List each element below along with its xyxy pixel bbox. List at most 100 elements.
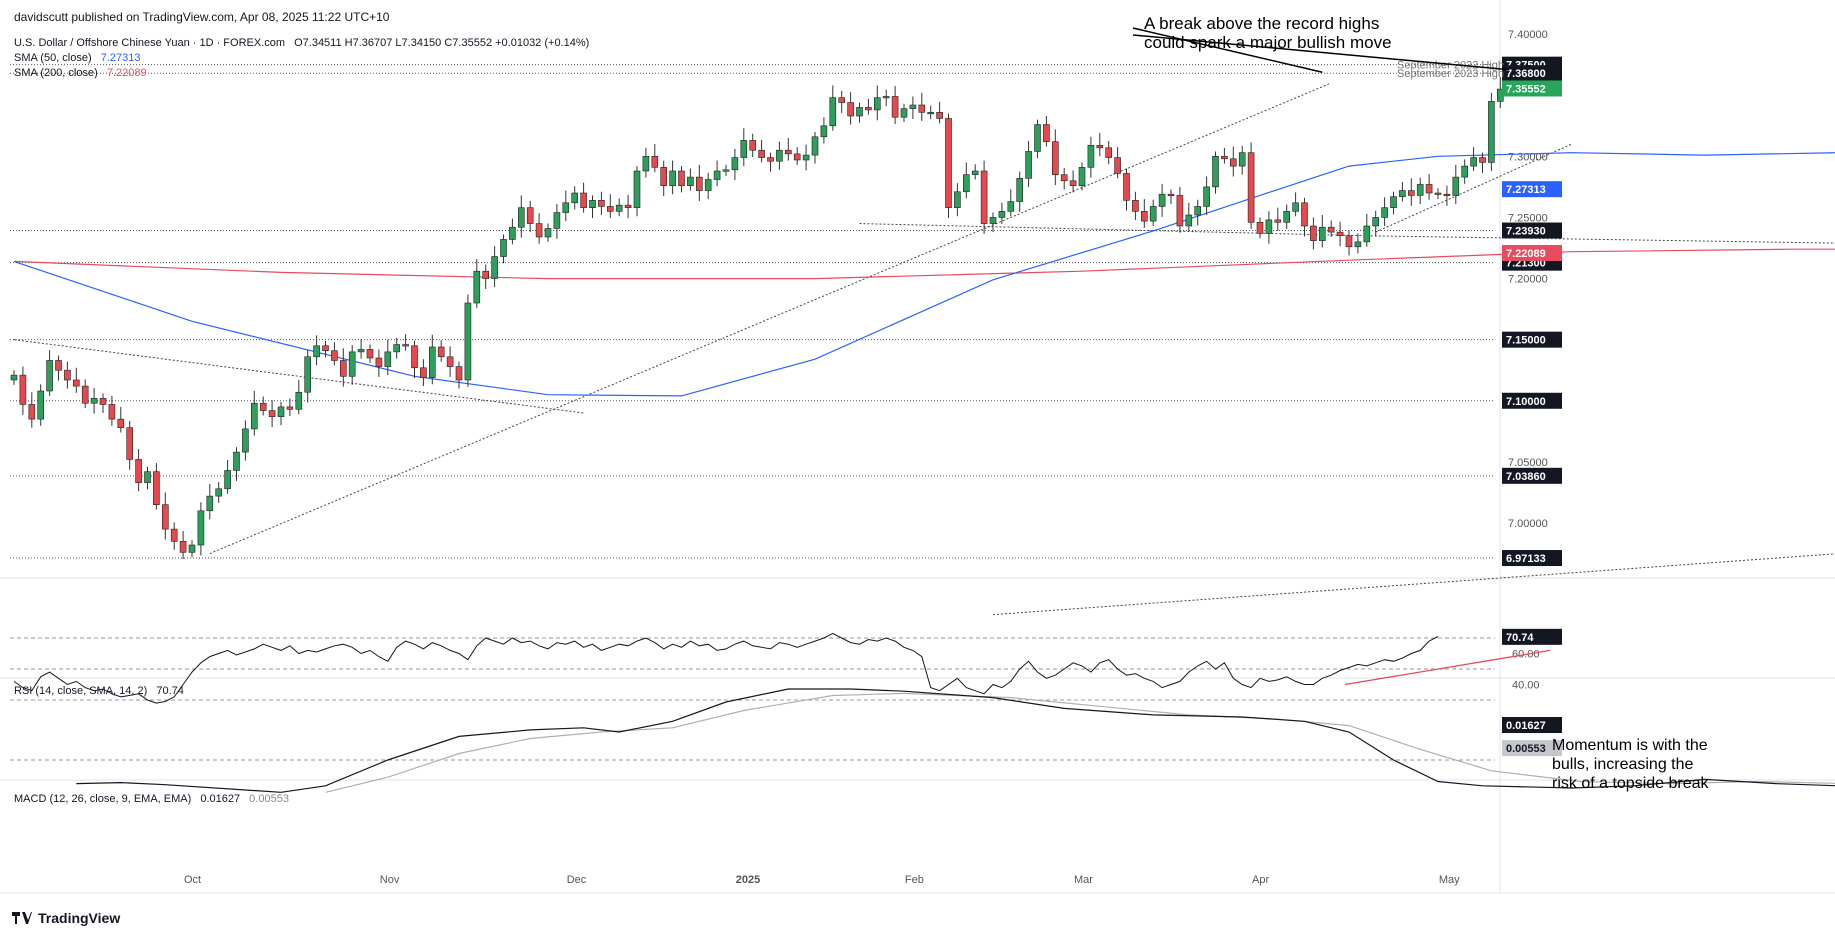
candle — [989, 217, 997, 224]
candle — [1399, 190, 1406, 197]
candle — [1434, 192, 1442, 195]
candle — [971, 170, 979, 175]
candle — [562, 202, 570, 213]
trendline — [992, 553, 1835, 616]
candle — [1301, 202, 1308, 227]
rsi-tick-label: 40.00 — [1512, 680, 1540, 692]
candle — [571, 192, 579, 204]
candle — [1069, 180, 1077, 186]
annotation-arrow — [1132, 34, 1510, 71]
candle — [224, 470, 231, 490]
candle — [1123, 173, 1130, 201]
footer-brand-text: TradingView — [38, 910, 121, 926]
price-tag-label: 7.03860 — [1506, 471, 1546, 483]
candle — [411, 345, 418, 369]
level-text-label: September 2023 High — [1397, 68, 1504, 80]
candle — [1078, 167, 1086, 186]
candle — [517, 207, 525, 228]
candle — [793, 153, 801, 161]
candle — [1238, 152, 1246, 167]
candle — [126, 427, 133, 460]
candle — [1416, 184, 1424, 196]
price-tag — [1502, 467, 1562, 484]
candle — [1034, 124, 1041, 152]
candle — [776, 149, 783, 162]
candle — [1372, 217, 1379, 227]
candle — [820, 125, 828, 138]
price-tag-label: 7.15000 — [1506, 335, 1546, 347]
candle — [420, 367, 427, 378]
candle — [856, 107, 863, 117]
candle — [642, 156, 650, 172]
candle — [1176, 195, 1184, 227]
time-axis-label: Feb — [905, 874, 924, 886]
candle — [473, 270, 481, 304]
symbol-legend: U.S. Dollar / Offshore Chinese Yuan · 1D… — [14, 37, 589, 49]
candle — [357, 349, 365, 353]
candle — [847, 102, 854, 117]
candle — [1167, 193, 1175, 197]
candle — [651, 156, 659, 168]
candle — [873, 97, 881, 111]
candle — [491, 256, 498, 279]
candle — [669, 170, 676, 186]
candle — [331, 350, 338, 361]
time-axis-label: Mar — [1074, 874, 1093, 886]
candle — [606, 206, 614, 212]
sma200-tag — [1502, 245, 1562, 262]
candle — [206, 495, 214, 512]
candle — [589, 200, 596, 208]
candle — [170, 528, 178, 542]
candle — [215, 488, 222, 497]
candle — [713, 170, 721, 180]
candle — [437, 346, 445, 358]
annotation-arrow — [1132, 27, 1323, 73]
candle — [304, 356, 312, 393]
candle — [909, 104, 917, 109]
candle — [660, 167, 668, 186]
candle — [233, 451, 240, 471]
footer-brand: TradingView — [12, 910, 120, 926]
candle — [1016, 178, 1024, 202]
candle — [81, 385, 89, 404]
candle — [544, 228, 552, 238]
candle — [598, 200, 605, 207]
candle — [242, 428, 249, 453]
candle — [945, 118, 952, 208]
candle — [90, 398, 98, 404]
candle — [464, 302, 472, 381]
candle — [1025, 151, 1032, 179]
price-tick-label: 7.40000 — [1508, 29, 1548, 41]
annotation-momentum: Momentum is with the bulls, increasing t… — [1552, 737, 1709, 792]
candle — [188, 544, 196, 553]
sma50-label: SMA (50, close) — [14, 52, 92, 64]
candle — [108, 404, 116, 420]
candle — [1096, 145, 1104, 149]
price-tag-label: 6.97133 — [1506, 553, 1546, 565]
candle — [802, 154, 810, 161]
time-axis-label: Apr — [1252, 874, 1269, 886]
candle — [1488, 101, 1495, 163]
candle — [1363, 225, 1371, 243]
candle — [580, 192, 587, 208]
candle — [749, 140, 757, 151]
candle — [900, 108, 908, 118]
time-axis-label: Nov — [380, 874, 400, 886]
candle — [348, 351, 356, 377]
candle — [10, 374, 18, 381]
candle — [1345, 235, 1353, 248]
candle — [1087, 145, 1095, 168]
sma50-tag — [1502, 181, 1562, 198]
sma200-tag-label: 7.22089 — [1506, 248, 1546, 260]
candle — [954, 191, 961, 208]
candle — [455, 366, 463, 381]
current-price-tag — [1502, 80, 1562, 97]
rsi-current-tag — [1502, 628, 1562, 645]
sma200-value: 7.22089 — [106, 67, 147, 79]
candle — [313, 345, 320, 358]
candle — [1381, 207, 1388, 218]
candle — [1194, 206, 1201, 216]
candle — [482, 270, 490, 279]
candle — [46, 360, 53, 392]
